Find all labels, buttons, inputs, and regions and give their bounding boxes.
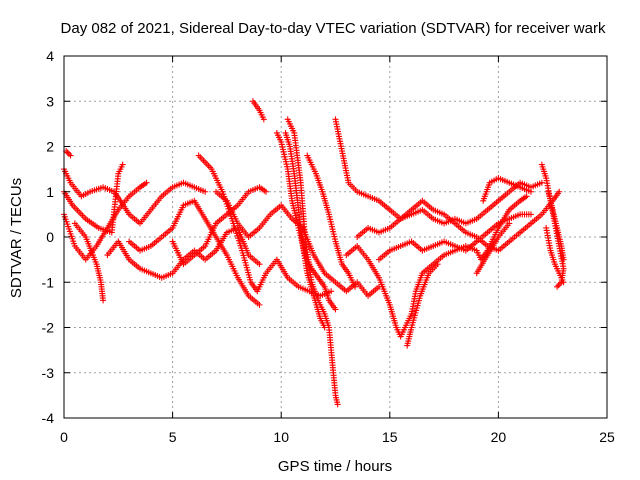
series-arc-h: [169, 184, 269, 268]
y-tick-label: 0: [46, 229, 54, 245]
series-arc-v: [480, 175, 534, 204]
chart-title: Day 082 of 2021, Sidereal Day-to-day VTE…: [61, 20, 606, 37]
series-arc-p: [332, 116, 545, 227]
series-arc-d: [71, 220, 107, 304]
y-tick-label: 1: [46, 184, 54, 200]
data-point: [527, 211, 534, 218]
data-point: [560, 279, 567, 286]
x-tick-label: 15: [382, 429, 398, 445]
axis-ticks-layer: 0 5 10 15 20 25 -4 -3 -2 -1 0 1 2 3 4: [42, 48, 615, 445]
series-arc-t: [404, 261, 441, 349]
series-arc-g: [126, 197, 263, 308]
data-point: [527, 188, 534, 195]
data-point: [328, 288, 335, 295]
y-tick-label: 4: [46, 48, 54, 64]
data-point: [352, 283, 359, 290]
data-point: [119, 161, 126, 168]
data-point: [256, 301, 263, 308]
data-point: [67, 152, 74, 159]
y-tick-label: -4: [42, 410, 55, 426]
x-tick-label: 0: [60, 429, 68, 445]
data-marks-layer: [61, 98, 567, 408]
series-arc-s: [375, 211, 534, 263]
y-tick-label: -2: [42, 320, 55, 336]
series-arc-x: [543, 224, 567, 286]
data-point: [202, 188, 209, 195]
y-tick-label: -3: [42, 365, 55, 381]
data-point: [506, 220, 513, 227]
data-point: [100, 297, 107, 304]
x-tick-label: 10: [273, 429, 289, 445]
y-tick-label: 2: [46, 139, 54, 155]
series-arc-k: [249, 98, 267, 123]
series-arc-y: [545, 188, 567, 263]
x-tick-label: 20: [491, 429, 507, 445]
series-arc-c: [61, 161, 126, 236]
data-point: [256, 261, 263, 268]
data-point: [560, 256, 567, 263]
x-tick-label: 25: [599, 429, 615, 445]
data-point: [556, 188, 563, 195]
y-axis-label: SDTVAR / TECUs: [8, 178, 25, 298]
y-tick-label: 3: [46, 93, 54, 109]
data-point: [523, 193, 530, 200]
series-arc-j: [213, 188, 382, 299]
data-point: [143, 179, 150, 186]
data-point: [538, 179, 545, 186]
y-tick-label: -1: [42, 274, 55, 290]
data-point: [554, 283, 561, 290]
series-arc-n: [282, 129, 328, 331]
x-axis-label: GPS time / hours: [278, 458, 392, 475]
data-point: [260, 116, 267, 123]
series-arc-b: [61, 166, 209, 227]
series-arc-a: [61, 179, 150, 263]
data-point: [321, 324, 328, 331]
series-arc-q: [354, 188, 563, 254]
data-point: [334, 401, 341, 408]
series-arc-o: [304, 152, 359, 290]
x-tick-label: 5: [169, 429, 177, 445]
data-point: [262, 188, 269, 195]
series-arc-u: [473, 220, 513, 277]
data-point: [332, 306, 339, 313]
data-point: [434, 261, 441, 268]
